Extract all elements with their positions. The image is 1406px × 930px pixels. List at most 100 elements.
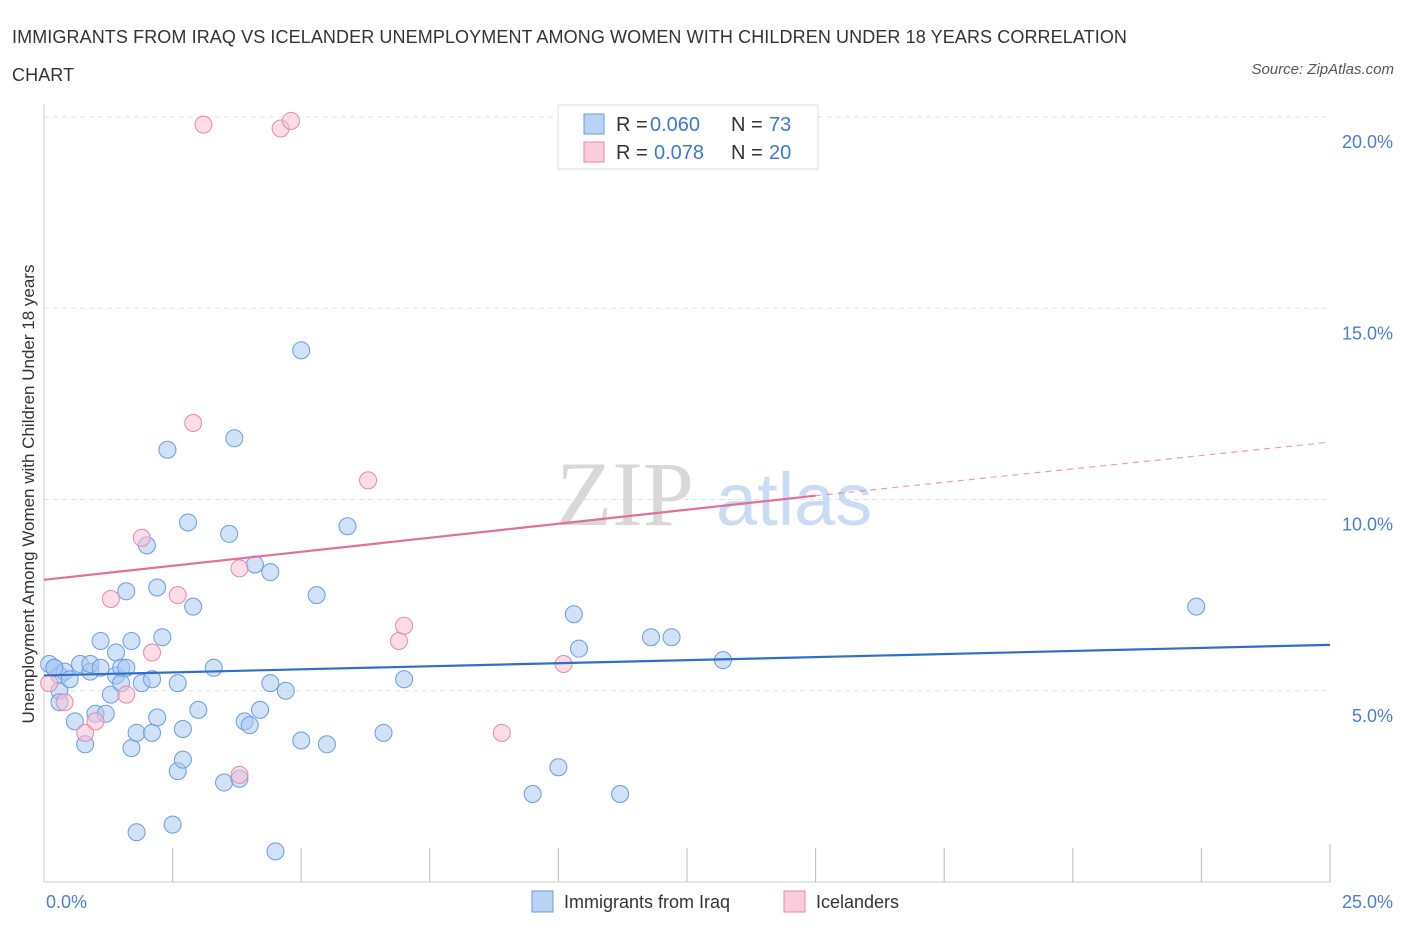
- y-tick-label-1: 10.0%: [1342, 515, 1393, 535]
- iraq-point-43: [204, 658, 223, 677]
- iraq-point-53: [261, 674, 280, 693]
- iraq-point-18: [107, 643, 126, 662]
- legend-n-label-iraq: N =: [731, 114, 763, 136]
- iraq-point-34: [158, 440, 177, 459]
- icelander-point-16: [389, 632, 408, 651]
- trend-line-dashed-1: [815, 441, 1331, 497]
- iraq-point-72: [45, 658, 64, 677]
- iraq-point-29: [143, 723, 162, 742]
- watermark: ZIP atlas: [556, 443, 872, 545]
- iraq-point-32: [148, 708, 167, 727]
- iraq-point-26: [127, 723, 146, 742]
- iraq-point-6: [60, 670, 79, 689]
- y-tick-label-3: 20.0%: [1342, 132, 1393, 152]
- iraq-point-67: [611, 785, 630, 804]
- watermark-zip: ZIP: [556, 443, 694, 545]
- series-icelanders: [40, 111, 573, 784]
- icelander-point-17: [395, 616, 414, 635]
- icelander-point-1: [55, 693, 74, 712]
- iraq-point-25: [127, 823, 146, 842]
- icelander-point-7: [143, 643, 162, 662]
- iraq-point-23: [122, 632, 141, 651]
- legend-r-value-iraq: 0.060: [650, 114, 700, 136]
- y-tick-label-0: 5.0%: [1352, 706, 1393, 726]
- iraq-point-39: [173, 720, 192, 738]
- iraq-point-45: [220, 524, 239, 543]
- bottom-legend-swatch-iraq: [531, 890, 554, 913]
- iraq-point-38: [173, 750, 192, 769]
- trend-lines: [43, 441, 1331, 677]
- iraq-point-68: [641, 628, 660, 647]
- iraq-point-51: [251, 700, 270, 719]
- icelander-point-15: [359, 471, 378, 490]
- iraq-point-54: [266, 842, 285, 861]
- trend-line-1: [43, 494, 816, 581]
- iraq-point-35: [163, 815, 182, 834]
- iraq-point-40: [179, 513, 198, 532]
- bottom-legend: Immigrants from Iraq Icelanders: [531, 890, 899, 913]
- icelander-point-3: [86, 712, 105, 731]
- y-tick-labels: 5.0% 10.0% 15.0% 20.0%: [1342, 132, 1393, 726]
- y-axis-label: Unemployment Among Women with Children U…: [19, 265, 38, 724]
- icelander-point-12: [230, 765, 249, 784]
- bottom-legend-swatch-icelanders: [783, 890, 806, 913]
- bottom-legend-label-icelanders: Icelanders: [816, 892, 899, 912]
- iraq-point-31: [148, 578, 167, 597]
- iraq-point-56: [292, 731, 311, 750]
- chart-title: IMMIGRANTS FROM IRAQ VS ICELANDER UNEMPL…: [12, 27, 1128, 85]
- icelander-point-10: [194, 115, 213, 134]
- x-tick-label-min: 0.0%: [46, 892, 87, 912]
- legend-swatch-icelanders: [583, 141, 605, 163]
- iraq-point-46: [225, 429, 244, 448]
- icelander-point-11: [230, 559, 249, 578]
- bottom-legend-label-iraq: Immigrants from Iraq: [564, 892, 730, 912]
- iraq-point-64: [549, 758, 568, 777]
- iraq-point-57: [292, 341, 311, 360]
- iraq-point-30: [143, 670, 162, 689]
- iraq-point-61: [374, 723, 393, 742]
- iraq-point-52: [261, 563, 280, 582]
- legend-r-label-iraq: R =: [616, 114, 648, 136]
- legend-n-value-iraq: 73: [769, 114, 791, 136]
- legend-swatch-iraq: [583, 113, 605, 135]
- icelander-point-2: [76, 723, 95, 742]
- icelander-point-6: [132, 528, 151, 547]
- iraq-point-60: [338, 517, 357, 536]
- iraq-point-71: [1187, 597, 1206, 616]
- icelander-point-0: [40, 674, 59, 693]
- legend-r-label-icelanders: R =: [616, 142, 648, 164]
- iraq-point-55: [276, 681, 295, 700]
- iraq-point-63: [523, 785, 542, 804]
- icelander-point-18: [492, 723, 511, 742]
- legend-n-value-icelanders: 20: [769, 142, 791, 164]
- iraq-point-24: [122, 739, 141, 758]
- iraq-point-7: [65, 712, 84, 731]
- chart-source: Source: ZipAtlas.com: [1251, 61, 1394, 78]
- iraq-point-33: [153, 628, 172, 647]
- trend-line-0: [43, 643, 1331, 677]
- legend-n-label-icelanders: N =: [731, 142, 763, 164]
- iraq-point-13: [91, 658, 110, 677]
- iraq-point-62: [395, 670, 414, 689]
- iraq-point-65: [564, 605, 583, 624]
- iraq-point-59: [317, 735, 336, 754]
- iraq-point-44: [215, 773, 234, 792]
- iraq-point-37: [168, 674, 187, 693]
- series-immigrants-from-iraq: [40, 341, 1206, 861]
- iraq-point-49: [240, 716, 259, 735]
- iraq-point-42: [189, 700, 208, 719]
- iraq-point-21: [117, 658, 136, 677]
- x-ticks: [172, 844, 1331, 882]
- icelander-point-5: [117, 685, 136, 704]
- iraq-point-69: [662, 628, 681, 647]
- iraq-point-22: [117, 582, 136, 601]
- icelander-point-14: [281, 111, 300, 130]
- legend-r-value-icelanders: 0.078: [654, 142, 704, 164]
- icelander-point-8: [168, 586, 187, 605]
- iraq-point-41: [184, 597, 203, 616]
- watermark-atlas: atlas: [716, 458, 872, 541]
- gridlines: [44, 116, 1330, 692]
- iraq-point-66: [569, 639, 588, 658]
- legend: R = 0.060 N = 73 R = 0.078 N = 20: [557, 104, 819, 170]
